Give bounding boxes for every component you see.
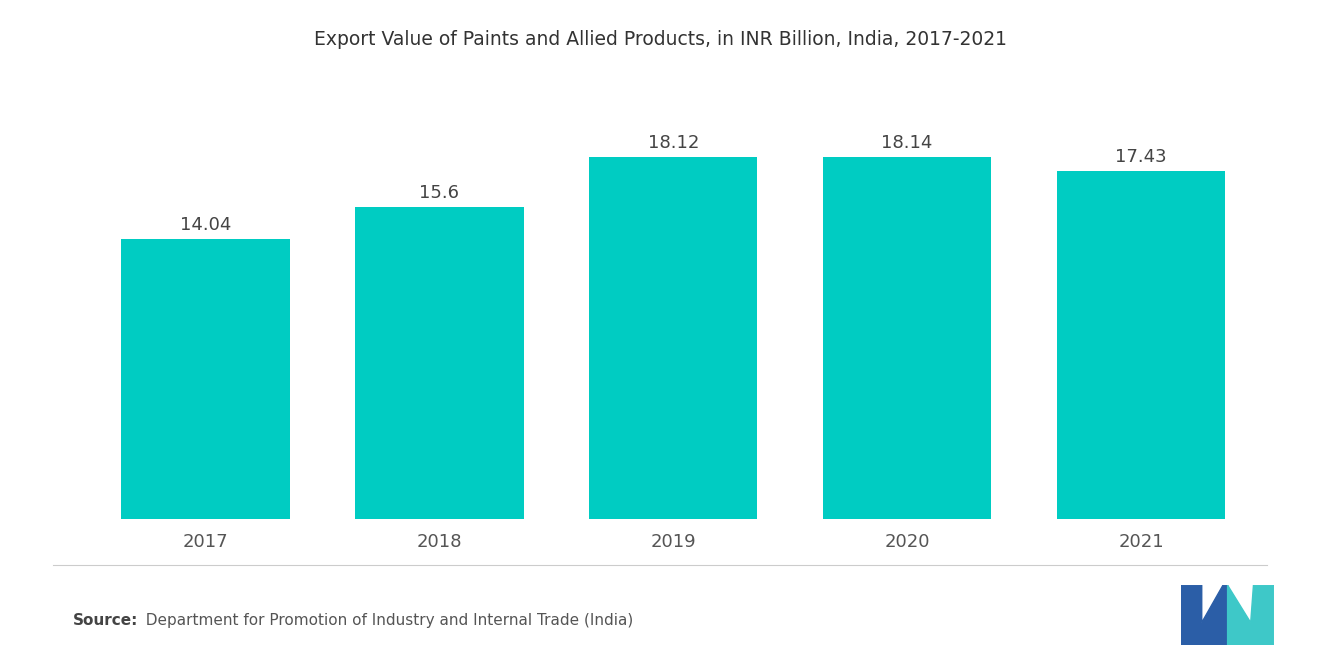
Bar bbox=[1057, 171, 1225, 519]
Polygon shape bbox=[1228, 585, 1274, 645]
Text: 14.04: 14.04 bbox=[180, 215, 231, 233]
Bar bbox=[822, 157, 991, 519]
Polygon shape bbox=[1181, 585, 1228, 645]
Text: Export Value of Paints and Allied Products, in INR Billion, India, 2017-2021: Export Value of Paints and Allied Produc… bbox=[314, 30, 1006, 49]
Bar bbox=[589, 157, 758, 519]
Text: Department for Promotion of Industry and Internal Trade (India): Department for Promotion of Industry and… bbox=[136, 613, 634, 628]
Bar bbox=[355, 207, 524, 519]
Text: 18.14: 18.14 bbox=[882, 134, 933, 152]
Text: 17.43: 17.43 bbox=[1115, 148, 1167, 166]
Bar bbox=[121, 239, 289, 519]
Text: Source:: Source: bbox=[73, 613, 139, 628]
Text: 18.12: 18.12 bbox=[648, 134, 698, 152]
Text: 15.6: 15.6 bbox=[420, 184, 459, 202]
